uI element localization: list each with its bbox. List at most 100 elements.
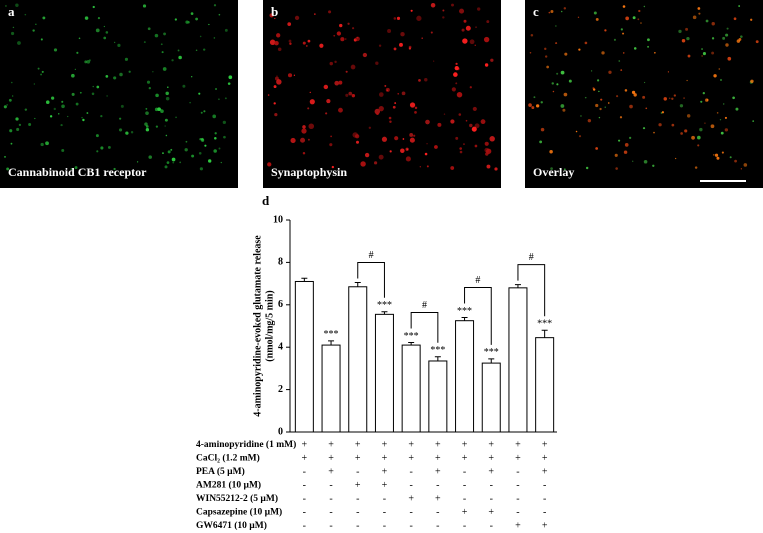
fluorescent-spot (182, 84, 186, 88)
fluorescent-spot (334, 60, 337, 64)
treatment-label: PEA (5 µM) (196, 466, 245, 477)
fluorescent-spot (474, 144, 478, 148)
fluorescent-spot (740, 35, 743, 38)
fluorescent-spot (710, 124, 715, 129)
fluorescent-spot (642, 127, 646, 130)
fluorescent-spot (469, 86, 472, 89)
fluorescent-spot (494, 167, 498, 171)
treatment-sign: + (328, 439, 334, 450)
fluorescent-spot (351, 93, 356, 98)
fluorescent-spot (164, 165, 168, 169)
fluorescent-spot (384, 84, 387, 87)
fluorescent-spot (533, 96, 536, 99)
fluorescent-spot (624, 89, 628, 92)
fluorescent-spot (738, 5, 741, 7)
fluorescent-spot (401, 91, 406, 96)
fluorescent-spot (683, 97, 685, 99)
fluorescent-spot (529, 51, 532, 54)
treatment-sign: + (515, 439, 521, 450)
fluorescent-spot (124, 57, 129, 61)
fluorescent-spot (33, 83, 35, 85)
treatment-sign: + (382, 439, 388, 450)
fluorescent-spot (471, 126, 477, 132)
fluorescent-spot (550, 10, 554, 13)
fluorescent-spot (620, 28, 623, 31)
fluorescent-spot (450, 119, 455, 124)
fluorescent-spot (119, 72, 123, 77)
fluorescent-spot (386, 89, 389, 91)
fluorescent-spot (598, 116, 601, 119)
fluorescent-spot (486, 164, 491, 169)
fluorescent-spot (575, 130, 578, 133)
fluorescent-spot (164, 125, 166, 127)
treatment-sign: - (490, 493, 493, 504)
fluorescent-spot (684, 129, 688, 133)
fluorescent-spot (71, 92, 75, 96)
fluorescent-spot (408, 47, 412, 50)
panel-letter: c (533, 4, 539, 19)
fluorescent-spot (220, 161, 222, 164)
fluorescent-spot (701, 48, 704, 50)
treatment-sign: + (355, 480, 361, 491)
fluorescent-spot (18, 123, 22, 127)
fluorescent-spot (42, 16, 46, 20)
fluorescent-spot (716, 112, 719, 114)
treatment-label: CaCl₂ (1.2 mM) (196, 453, 260, 464)
treatment-sign: + (462, 453, 468, 464)
fluorescent-spot (433, 60, 435, 62)
fluorescent-spot (743, 163, 748, 167)
fluorescent-spot (309, 99, 315, 105)
fluorescent-spot (269, 13, 274, 18)
fluorescent-spot (333, 34, 336, 37)
treatment-sign: - (329, 520, 332, 531)
fluorescent-spot (469, 123, 473, 128)
treatment-sign: + (542, 520, 548, 531)
fluorescent-spot (726, 27, 729, 30)
fluorescent-spot (170, 148, 173, 151)
significance-mark: *** (324, 329, 339, 340)
fluorescent-spot (167, 86, 169, 88)
fluorescent-spot (17, 41, 21, 45)
treatment-sign: + (488, 507, 494, 518)
fluorescent-spot (629, 136, 632, 139)
fluorescent-spot (154, 33, 159, 38)
fluorescent-spot (442, 9, 445, 12)
fluorescent-spot (720, 131, 724, 135)
panel-letter: b (271, 4, 278, 19)
fluorescent-spot (9, 129, 13, 133)
treatment-sign: + (542, 466, 548, 477)
fluorescent-spot (604, 106, 606, 108)
treatment-label: WIN55212-2 (5 µM) (196, 493, 278, 504)
treatment-sign: - (436, 520, 439, 531)
fluorescent-spot (307, 39, 311, 43)
fluorescent-spot (213, 4, 217, 7)
treatment-label: Capsazepine (10 µM) (196, 507, 282, 518)
bar (428, 360, 448, 433)
fluorescent-spot (724, 128, 729, 132)
fluorescent-spot (307, 107, 310, 110)
fluorescent-spot (174, 18, 177, 21)
fluorescent-spot (11, 81, 13, 84)
fluorescent-spot (308, 123, 315, 130)
treatment-sign: - (516, 466, 519, 477)
fluorescent-spot (455, 82, 458, 85)
bar (481, 362, 501, 433)
fluorescent-spot (725, 33, 729, 37)
fluorescent-spot (713, 74, 717, 78)
panel-label: d (262, 193, 270, 208)
fluorescent-spot (128, 70, 131, 73)
error-bar (301, 277, 308, 282)
y-axis-label: (nmol/mg/5 min) (264, 290, 275, 361)
fluorescent-spot (40, 38, 43, 41)
fluorescent-spot (155, 93, 159, 98)
fluorescent-spot (595, 147, 598, 150)
fluorescent-spot (480, 119, 486, 125)
fluorescent-spot (148, 87, 151, 90)
treatment-sign: + (302, 453, 308, 464)
fluorescent-spot (378, 44, 382, 47)
fluorescent-spot (12, 26, 15, 29)
panel-letter: a (8, 4, 15, 19)
fluorescent-spot (700, 100, 703, 103)
fluorescent-spot (288, 39, 292, 43)
fluorescent-spot (702, 92, 705, 95)
